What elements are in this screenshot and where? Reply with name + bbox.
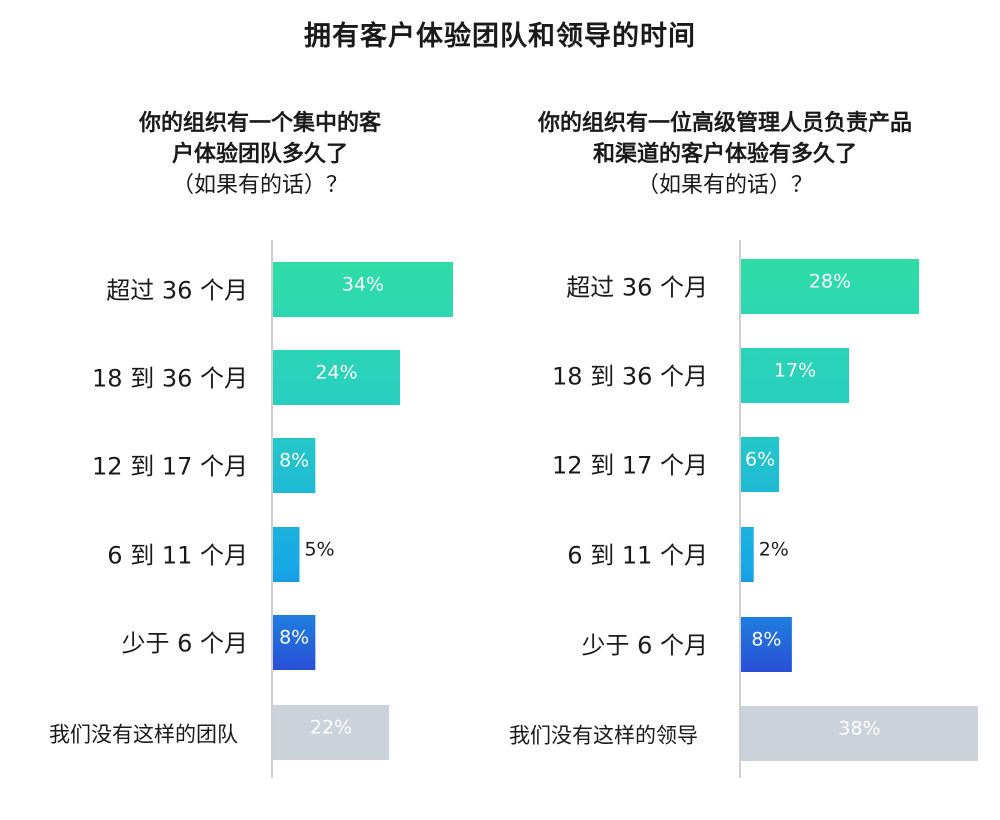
bar [273, 262, 453, 317]
bar [273, 705, 389, 760]
bar-chart-team: 超过 36 个月 34% 18 到 36 个月 24% 12 到 17 个月 8% 6 到 … [49, 240, 453, 778]
question-team-line-1: 你的组织有一个集中的客 [138, 111, 381, 136]
category-label: 18 到 36 个月 [92, 365, 248, 393]
chart-panel-leader: 你的组织有一位高级管理人员负责产品 和渠道的客户体验有多久了 （如果有的话）？ … [500, 0, 1000, 820]
category-label: 我们没有这样的领导 [509, 724, 698, 748]
bar [741, 706, 978, 761]
value-label: 8% [751, 629, 781, 651]
bar [741, 259, 919, 314]
category-label: 超过 36 个月 [566, 274, 708, 302]
category-label: 少于 6 个月 [121, 630, 248, 658]
question-team-subtitle: （如果有的话）？ [171, 173, 348, 198]
value-label: 34% [342, 274, 384, 296]
bar [273, 527, 300, 582]
bar [741, 348, 850, 403]
question-team: 你的组织有一个集中的客 户体验团队多久了 （如果有的话）？ [110, 108, 410, 201]
bar [741, 527, 754, 582]
category-label: 6 到 11 个月 [107, 542, 248, 570]
question-leader-line-2: 和渠道的客户体验有多久了 [592, 142, 857, 167]
value-label: 17% [774, 360, 816, 382]
value-label: 8% [279, 627, 309, 649]
question-leader: 你的组织有一位高级管理人员负责产品 和渠道的客户体验有多久了 （如果有的话）？ [500, 108, 950, 201]
value-label: 8% [279, 450, 309, 472]
category-label: 少于 6 个月 [581, 632, 708, 660]
category-label: 12 到 17 个月 [92, 453, 248, 481]
value-label: 5% [304, 539, 334, 561]
category-label: 我们没有这样的团队 [49, 723, 238, 747]
value-label: 22% [310, 717, 352, 739]
category-label: 12 到 17 个月 [552, 452, 708, 480]
chart-panel-team: 你的组织有一个集中的客 户体验团队多久了 （如果有的话）？ 超过 36 个月 34… [49, 108, 453, 778]
question-team-line-2: 户体验团队多久了 [171, 142, 348, 167]
value-label: 6% [745, 449, 775, 471]
value-label: 24% [315, 362, 357, 384]
value-label: 2% [759, 539, 789, 561]
question-leader-subtitle: （如果有的话）？ [636, 173, 813, 198]
category-label: 18 到 36 个月 [552, 363, 708, 391]
bar [273, 438, 316, 493]
category-label: 6 到 11 个月 [567, 542, 708, 570]
value-label: 28% [809, 271, 851, 293]
bar [273, 615, 316, 670]
question-leader-line-1: 你的组织有一位高级管理人员负责产品 [537, 111, 912, 136]
bar [741, 437, 780, 492]
value-label: 38% [838, 718, 880, 740]
bar [273, 350, 401, 405]
chart-main-title: 拥有客户体验团队和领导的时间 [304, 21, 696, 52]
category-label: 超过 36 个月 [106, 277, 248, 305]
bar-chart-leader: 超过 36 个月 28% 18 到 36 个月 17% 12 到 17 个月 6% 6 到 … [509, 240, 978, 778]
bar [741, 617, 792, 672]
